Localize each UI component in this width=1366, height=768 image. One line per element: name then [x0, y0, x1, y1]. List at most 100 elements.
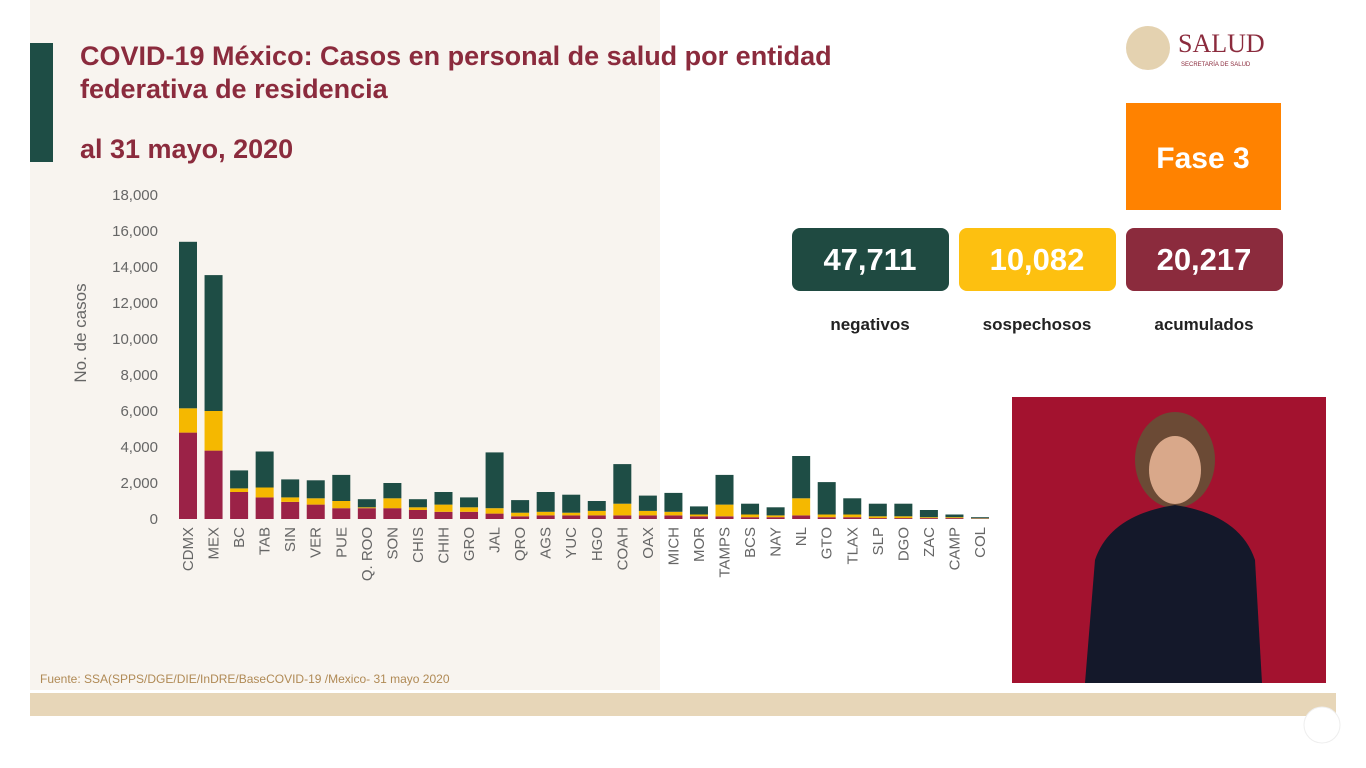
- bar-segment: [638, 515, 657, 519]
- bar-segment: [664, 515, 683, 519]
- bar-segment: [868, 516, 887, 519]
- bar-segment: [766, 507, 785, 516]
- bar-segment: [766, 517, 785, 519]
- bar-segment: [281, 501, 300, 519]
- x-tick-label: GRO: [461, 527, 478, 561]
- bar-segment: [843, 498, 862, 515]
- bar-segment: [383, 483, 402, 499]
- bar-segment: [204, 450, 223, 519]
- bar-segment: [868, 503, 887, 517]
- bar-segment: [868, 518, 887, 519]
- bar-segment: [460, 497, 479, 508]
- x-tick-label: OAX: [640, 527, 657, 559]
- bar-segment: [255, 487, 274, 498]
- y-tick-label: 10,000: [112, 331, 158, 348]
- bar-segment: [306, 480, 325, 499]
- bar-segment: [741, 503, 760, 515]
- bar-segment: [230, 488, 249, 492]
- x-tick-label: CHIH: [435, 527, 452, 564]
- bar-segment: [945, 514, 964, 518]
- bar-segment: [536, 515, 555, 519]
- x-tick-label: CDMX: [180, 527, 197, 571]
- bar-segment: [179, 432, 197, 519]
- chart: 0 2,000 4,000 6,000 8,000 10,000 12,000 14,000 1…: [112, 187, 989, 581]
- bar-segment: [408, 510, 427, 519]
- x-tick-label: DGO: [895, 527, 912, 561]
- bar-segment: [919, 510, 938, 518]
- chart-title: COVID-19 México: Casos en personal de sa…: [80, 41, 832, 104]
- bar-segment: [485, 452, 504, 509]
- bar-segment: [306, 504, 325, 519]
- bar-segment: [971, 517, 989, 519]
- bar-segment: [230, 492, 249, 519]
- brand-subname: SECRETARÍA DE SALUD: [1181, 61, 1251, 68]
- bar-segment: [689, 506, 708, 515]
- bar-segment: [587, 515, 606, 519]
- stat-value: 47,711: [823, 242, 916, 277]
- bar-segment: [255, 497, 274, 519]
- x-tick-label: QRO: [512, 527, 529, 561]
- bar-segment: [204, 411, 223, 451]
- bar-segment: [306, 498, 325, 505]
- bar-segment: [255, 451, 274, 488]
- subtitle: al 31 mayo, 2020: [80, 134, 293, 164]
- bar-segment: [383, 498, 402, 509]
- bar-segment: [945, 518, 964, 519]
- bar-segment: [460, 511, 479, 519]
- summary: 47,711 negativos 10,082 sospechosos 20,217 ac…: [792, 228, 1283, 334]
- logo-emblem: [1126, 26, 1170, 70]
- bar-segment: [817, 514, 836, 518]
- x-tick-label: CAMP: [946, 527, 963, 570]
- bar-segment: [230, 470, 249, 489]
- x-tick-label: COL: [972, 527, 989, 558]
- x-tick-label: CHIS: [410, 527, 427, 563]
- bar-segment: [638, 495, 657, 511]
- y-axis-title: No. de casos: [71, 283, 90, 382]
- bar-segment: [638, 510, 657, 516]
- bar-segment: [562, 494, 581, 513]
- accent-bar: [30, 43, 53, 162]
- x-tick-label: AGS: [538, 527, 555, 559]
- stat-label: acumulados: [1154, 315, 1253, 334]
- x-tick-label: PUE: [333, 527, 350, 558]
- bar-segment: [919, 517, 938, 519]
- x-tick-label: MOR: [691, 527, 708, 562]
- bar-segment: [715, 474, 734, 505]
- bar-segment: [485, 513, 504, 519]
- interpreter-face: [1149, 436, 1201, 504]
- bar-segment: [613, 464, 632, 504]
- bar-segment: [332, 508, 351, 519]
- bar-segment: [179, 408, 197, 433]
- bar-segment: [613, 515, 632, 519]
- x-tick-label: HGO: [589, 527, 606, 561]
- bar-segment: [536, 511, 555, 516]
- y-tick-label: 2,000: [120, 475, 158, 492]
- stat-box: [1126, 228, 1283, 291]
- bar-segment: [204, 275, 223, 411]
- bar-segment: [689, 514, 708, 517]
- corner-logo: [1303, 706, 1341, 744]
- x-tick-label: JAL: [487, 527, 504, 553]
- bar-segment: [894, 503, 913, 517]
- bar-segment: [511, 516, 530, 519]
- y-tick-label: 14,000: [112, 259, 158, 276]
- bar-segment: [715, 504, 734, 517]
- x-tick-label: Q. ROO: [359, 527, 376, 581]
- x-tick-label: COAH: [614, 527, 631, 570]
- bar-segment: [281, 497, 300, 502]
- bar-segment: [562, 512, 581, 516]
- stat-value: 10,082: [990, 242, 1085, 277]
- x-tick-label: NL: [793, 527, 810, 546]
- x-tick-label: GTO: [819, 527, 836, 559]
- stat-label: negativos: [830, 315, 909, 334]
- bar-segment: [817, 517, 836, 519]
- bar-segment: [715, 516, 734, 519]
- x-tick-label: SIN: [282, 527, 299, 552]
- phase-label: Fase 3: [1156, 142, 1249, 175]
- source: Fuente: SSA(SPPS/DGE/DIE/InDRE/BaseCOVID…: [40, 672, 450, 686]
- x-tick-label: MICH: [665, 527, 682, 565]
- bar-segment: [766, 515, 785, 518]
- x-tick-label: ZAC: [921, 527, 938, 557]
- x-tick-label: YUC: [563, 527, 580, 559]
- x-tick-label: TAB: [257, 527, 274, 555]
